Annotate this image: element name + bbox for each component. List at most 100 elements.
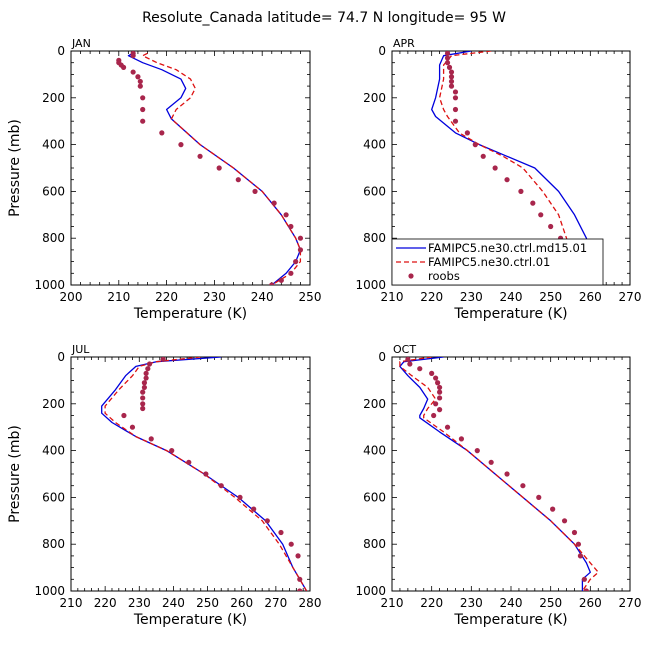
obs-point <box>518 188 524 194</box>
y-tick-label: 600 <box>42 184 65 198</box>
y-tick-label: 800 <box>363 231 386 245</box>
x-tick-label: 220 <box>94 596 117 610</box>
panels: 200 210 220 230 240 250 0 200 400 600 800 1000 Tempe… <box>7 37 641 628</box>
x-tick-label: 240 <box>500 596 523 610</box>
obs-point <box>137 83 143 89</box>
y-tick-label: 200 <box>42 397 65 411</box>
legend: FAMIPC5.ne30.ctrl.md15.01FAMIPC5.ne30.ct… <box>391 238 604 286</box>
obs-point <box>169 448 175 454</box>
y-tick-label: 200 <box>363 91 386 105</box>
y-tick-label: 400 <box>363 138 386 152</box>
obs-point <box>121 412 127 419</box>
obs-point <box>216 165 222 171</box>
obs-point <box>480 153 486 159</box>
y-tick-label: 0 <box>57 350 65 364</box>
x-tick-label: 200 <box>60 290 83 304</box>
obs-point <box>293 259 299 265</box>
obs-point <box>444 55 451 61</box>
obs-point <box>140 395 146 401</box>
ctrl-line <box>399 357 599 591</box>
panel-jul: 210 220 230 240 250 260 270 280 0 200 400 600 800 100… <box>7 343 321 628</box>
x-tick-label: 250 <box>539 596 562 610</box>
y-tick-label: 600 <box>363 490 386 504</box>
obs-point <box>178 142 184 148</box>
obs-point <box>431 412 437 419</box>
y-tick-label: 400 <box>363 444 386 458</box>
obs-point <box>251 506 257 512</box>
obs-point <box>278 529 284 536</box>
x-tick-label: 240 <box>500 290 523 304</box>
obs-point <box>143 370 149 376</box>
plot-frame <box>70 356 311 592</box>
obs-point <box>235 177 241 183</box>
obs-point <box>492 165 498 171</box>
obs-point <box>197 153 203 159</box>
obs-point <box>252 188 258 194</box>
obs-point <box>145 366 151 372</box>
obs-point <box>437 395 443 401</box>
panel-label: OCT <box>393 343 416 356</box>
series-group <box>116 51 304 285</box>
obs-point <box>488 459 494 465</box>
obs-point <box>130 69 136 75</box>
plot-frame <box>391 356 631 592</box>
obs-point <box>550 506 556 512</box>
obs-point <box>237 494 243 500</box>
obs-point <box>548 223 554 230</box>
legend-entry-label: FAMIPC5.ne30.ctrl.md15.01 <box>428 241 587 255</box>
obs-point <box>264 518 270 524</box>
obs-point <box>448 69 455 75</box>
obs-point <box>474 448 480 454</box>
obs-point <box>429 370 435 376</box>
series-group <box>101 357 308 591</box>
obs-point <box>288 223 294 230</box>
obs-point <box>186 459 192 465</box>
obs-point <box>571 529 578 536</box>
panel-oct: 210 220 230 240 250 260 270 0 200 400 600 800 1000 Te… <box>355 343 641 628</box>
obs-point <box>583 588 589 591</box>
x-tick-label: 260 <box>230 596 253 610</box>
x-tick-label: 250 <box>299 290 322 304</box>
obs-point <box>581 576 587 582</box>
y-tick-label: 1000 <box>355 278 386 292</box>
obs-point <box>269 282 275 285</box>
obs-point <box>297 235 304 241</box>
md15-line <box>127 52 302 285</box>
obs-point <box>218 483 224 489</box>
y-tick-label: 600 <box>363 184 386 198</box>
obs-point <box>135 74 141 80</box>
obs-point <box>140 106 146 113</box>
x-tick-label: 210 <box>60 596 83 610</box>
obs-point <box>146 361 153 367</box>
obs-point <box>288 270 294 276</box>
x-tick-label: 270 <box>619 290 642 304</box>
obs-point <box>297 576 303 582</box>
y-tick-label: 200 <box>363 397 386 411</box>
x-tick-label: 260 <box>579 596 602 610</box>
obs-point <box>417 366 423 372</box>
series-group <box>399 357 599 591</box>
obs-point <box>575 541 582 547</box>
obs-point <box>160 357 166 362</box>
obs-point <box>530 200 536 206</box>
panel-label: APR <box>393 37 415 50</box>
obs-point <box>561 518 568 524</box>
x-axis-label: Temperature (K) <box>453 612 567 628</box>
x-axis-label: Temperature (K) <box>453 306 567 322</box>
obs-point <box>446 64 453 70</box>
obs-point <box>437 407 443 413</box>
y-tick-label: 600 <box>42 490 65 504</box>
obs-point <box>278 277 284 283</box>
y-tick-label: 200 <box>42 91 65 105</box>
obs-point <box>452 106 459 113</box>
obs-point <box>520 483 526 489</box>
obs-point <box>452 95 459 101</box>
plot-frame <box>70 50 311 286</box>
x-tick-label: 230 <box>203 290 226 304</box>
obs-point <box>203 471 209 477</box>
y-tick-label: 0 <box>378 44 386 58</box>
obs-point <box>297 588 303 591</box>
y-tick-label: 400 <box>42 444 65 458</box>
ctrl-line <box>104 357 308 591</box>
